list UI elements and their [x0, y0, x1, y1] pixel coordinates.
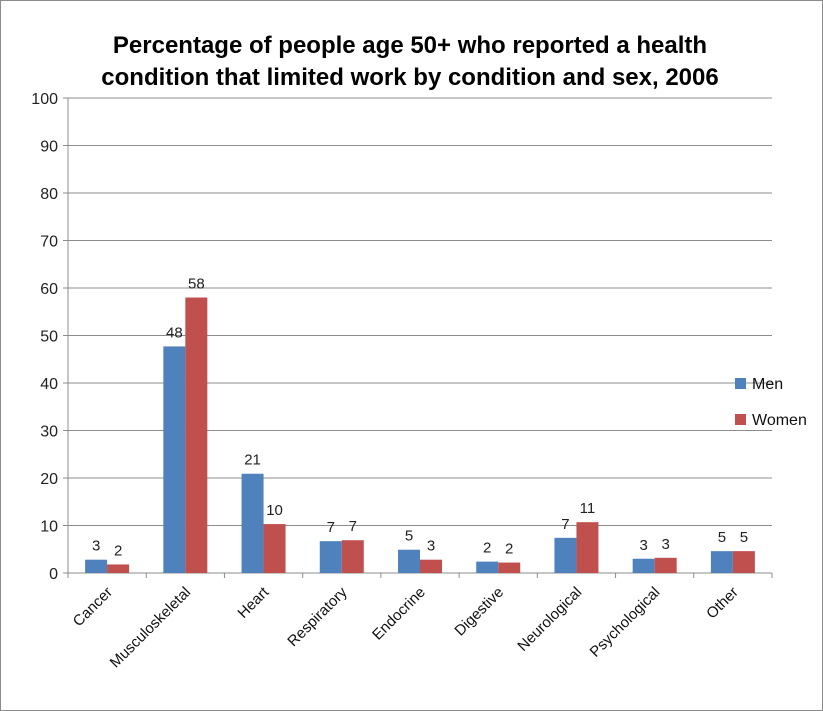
- y-tick-label: 0: [49, 566, 58, 583]
- bar-men: [85, 559, 108, 573]
- bar-women: [732, 551, 755, 573]
- category-label: Neurological: [514, 584, 585, 655]
- data-label: 5: [718, 529, 726, 546]
- chart-title: Percentage of people age 50+ who reporte…: [101, 32, 719, 91]
- y-tick-label: 10: [40, 519, 58, 536]
- bar-women: [576, 522, 599, 573]
- data-label: 5: [740, 529, 748, 546]
- bar-men: [554, 537, 577, 573]
- data-label: 3: [427, 538, 435, 555]
- data-label: 3: [639, 537, 647, 554]
- y-tick-label: 80: [40, 186, 58, 203]
- legend-swatch-women: [735, 414, 746, 425]
- bar-men: [710, 551, 733, 573]
- data-label: 3: [661, 536, 669, 553]
- legend-swatch-men: [735, 378, 746, 389]
- data-label: 10: [266, 502, 283, 519]
- bar-women: [498, 562, 521, 573]
- category-label: Heart: [234, 583, 273, 622]
- data-label: 2: [505, 541, 513, 558]
- legend-label-women: Women: [752, 412, 807, 429]
- y-tick-label: 50: [40, 329, 58, 346]
- category-label: Cancer: [70, 584, 116, 630]
- data-label: 5: [405, 528, 413, 545]
- bar-men: [163, 346, 186, 573]
- legend-label-men: Men: [752, 376, 783, 393]
- bar-men: [476, 561, 499, 573]
- data-label: 7: [327, 519, 335, 536]
- data-label: 2: [483, 540, 491, 557]
- data-label: 7: [349, 518, 357, 535]
- category-label: Endocrine: [369, 584, 429, 644]
- bar-men: [319, 541, 342, 573]
- category-label: Musculoskeletal: [107, 584, 194, 671]
- bar-men: [398, 549, 420, 573]
- data-label: 7: [561, 516, 569, 533]
- data-label: 58: [188, 276, 205, 293]
- bar-women: [107, 564, 130, 573]
- category-label: Psychological: [587, 584, 664, 661]
- data-label: 21: [244, 452, 261, 469]
- category-label: Digestive: [451, 584, 507, 640]
- data-label: 11: [580, 500, 596, 517]
- y-tick-label: 100: [31, 91, 58, 108]
- y-tick-label: 90: [40, 139, 58, 156]
- bar-women: [341, 540, 364, 573]
- bar-women: [185, 297, 208, 573]
- data-label: 3: [92, 538, 100, 555]
- y-tick-label: 40: [40, 376, 58, 393]
- bar-women: [654, 557, 677, 573]
- data-label: 48: [166, 324, 183, 341]
- data-label: 2: [114, 542, 122, 559]
- category-label: Respiratory: [284, 583, 351, 650]
- y-tick-label: 20: [40, 471, 58, 488]
- category-label: Other: [703, 584, 742, 623]
- bar-women: [263, 524, 286, 573]
- y-tick-label: 70: [40, 234, 58, 251]
- y-tick-label: 60: [40, 281, 58, 298]
- bar-women: [420, 559, 442, 573]
- bar-men: [241, 473, 264, 573]
- y-tick-label: 30: [40, 424, 58, 441]
- bar-men: [632, 558, 655, 573]
